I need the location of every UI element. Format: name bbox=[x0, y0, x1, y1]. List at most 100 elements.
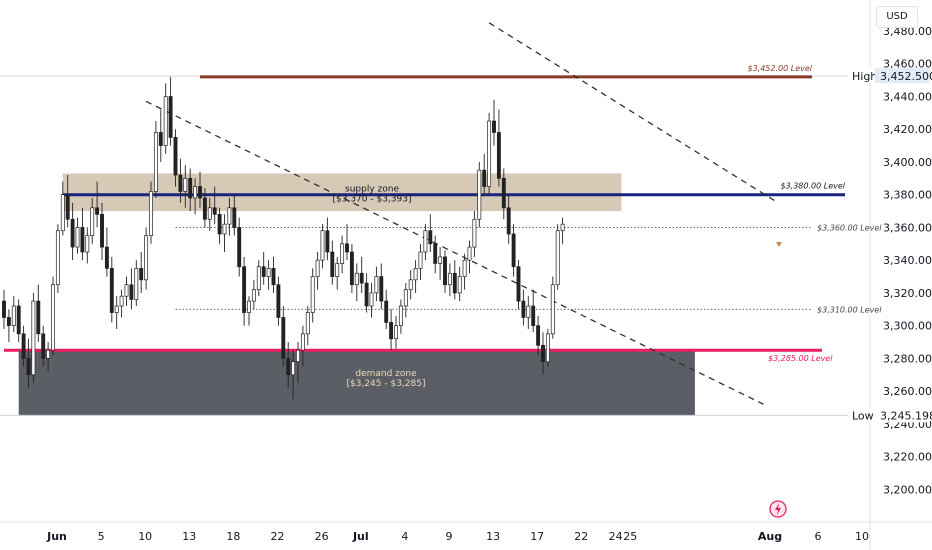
candle bbox=[443, 250, 447, 293]
candle-body bbox=[374, 276, 379, 294]
candle-body bbox=[85, 235, 90, 253]
price-axis[interactable]: 3,480.000 3,460.000 3,440.000 3,420.000 3,40… bbox=[848, 0, 932, 550]
candle bbox=[6, 309, 11, 343]
y-tick-label: 3,420.000 bbox=[883, 123, 932, 136]
x-tick-label: 13 bbox=[486, 530, 500, 543]
zone-name-label: demand zone bbox=[355, 369, 417, 379]
candle-body bbox=[335, 263, 340, 277]
candle-body bbox=[389, 322, 394, 340]
candle-body bbox=[242, 266, 247, 313]
y-tick-label: 3,460.000 bbox=[883, 58, 932, 71]
y-tick-label: 3,340.000 bbox=[883, 254, 932, 267]
trendline-1 bbox=[488, 22, 779, 204]
candle-body bbox=[144, 235, 149, 281]
candle-body bbox=[340, 243, 345, 264]
currency-selector[interactable]: USD bbox=[876, 6, 918, 28]
candle bbox=[536, 315, 541, 356]
x-tick-label: 24 bbox=[609, 530, 623, 543]
candle-body bbox=[423, 230, 428, 253]
level-label: $3,285.00 Level bbox=[768, 354, 833, 363]
candle-body bbox=[452, 272, 457, 294]
candle bbox=[492, 99, 496, 146]
alert-marker[interactable] bbox=[769, 242, 787, 518]
candle-body bbox=[384, 300, 389, 323]
x-tick-label: 18 bbox=[226, 530, 240, 543]
candle-body bbox=[75, 227, 80, 248]
y-tick-label: 3,220.000 bbox=[883, 451, 932, 464]
candle-body bbox=[119, 295, 124, 307]
candle bbox=[467, 240, 472, 274]
candle-body bbox=[60, 194, 65, 232]
x-tick-label: 25 bbox=[623, 530, 637, 543]
candle bbox=[36, 284, 41, 343]
y-tick-label: 3,440.000 bbox=[883, 90, 932, 103]
candle bbox=[158, 109, 163, 162]
candle-body bbox=[325, 230, 330, 253]
candle-body bbox=[310, 276, 315, 313]
candle-body bbox=[212, 207, 217, 215]
x-tick-label: Jul bbox=[352, 530, 369, 543]
candle bbox=[114, 296, 119, 329]
candle-body bbox=[222, 223, 227, 235]
candle bbox=[364, 273, 369, 313]
candle bbox=[242, 256, 247, 326]
candle-body bbox=[496, 132, 501, 179]
candle bbox=[418, 243, 423, 280]
candle-body bbox=[457, 276, 462, 294]
candle bbox=[560, 217, 565, 244]
candle bbox=[46, 342, 51, 372]
candle bbox=[256, 260, 261, 297]
level-label: $3,360.00 Level bbox=[817, 223, 882, 232]
candle bbox=[340, 235, 345, 274]
candle bbox=[2, 289, 6, 329]
candle bbox=[119, 289, 124, 318]
candle-body bbox=[158, 132, 163, 146]
candle bbox=[178, 158, 183, 203]
candle bbox=[100, 202, 104, 261]
candle bbox=[51, 276, 55, 356]
candle bbox=[511, 224, 516, 277]
candle-body bbox=[173, 137, 178, 176]
time-axis[interactable]: Jun 5 10 13 18 22 26 Jul 4 9 13 17 22 24 25 Aug 6 10 bbox=[0, 521, 932, 543]
candle bbox=[335, 256, 340, 290]
candle bbox=[506, 194, 511, 244]
candle-body bbox=[550, 284, 555, 335]
candle-body bbox=[26, 358, 31, 376]
candle-body bbox=[6, 317, 11, 327]
candle-body bbox=[472, 218, 477, 248]
candle bbox=[139, 251, 144, 293]
candle bbox=[222, 214, 227, 252]
low-value-bg bbox=[875, 407, 930, 423]
candle-body bbox=[11, 305, 16, 327]
candle-body bbox=[266, 268, 271, 277]
trendline-0 bbox=[145, 100, 764, 405]
candle bbox=[266, 260, 271, 290]
candle-body bbox=[95, 207, 100, 215]
candle-body bbox=[21, 333, 26, 359]
candle bbox=[408, 270, 413, 300]
candle-body bbox=[188, 177, 193, 199]
y-tick-label: 3,380.000 bbox=[883, 189, 932, 202]
candle-body bbox=[291, 361, 296, 376]
candle-body bbox=[408, 279, 413, 290]
candle bbox=[521, 289, 526, 326]
candle bbox=[433, 235, 438, 274]
candle-body bbox=[501, 177, 506, 209]
candle-body bbox=[90, 207, 95, 236]
candle-body bbox=[398, 305, 403, 327]
candle-body bbox=[232, 207, 237, 228]
low-tag-bg bbox=[848, 407, 874, 423]
candle-body bbox=[237, 227, 242, 268]
candle bbox=[403, 283, 408, 318]
candle-body bbox=[296, 349, 300, 363]
candle bbox=[153, 121, 158, 198]
candle-body bbox=[202, 197, 207, 220]
candle-body bbox=[315, 259, 320, 277]
candle bbox=[70, 202, 75, 261]
candle bbox=[501, 168, 506, 220]
zone-name-label: supply zone bbox=[345, 184, 399, 194]
candle bbox=[428, 214, 433, 252]
candle bbox=[31, 292, 36, 383]
candle-body bbox=[428, 230, 433, 245]
